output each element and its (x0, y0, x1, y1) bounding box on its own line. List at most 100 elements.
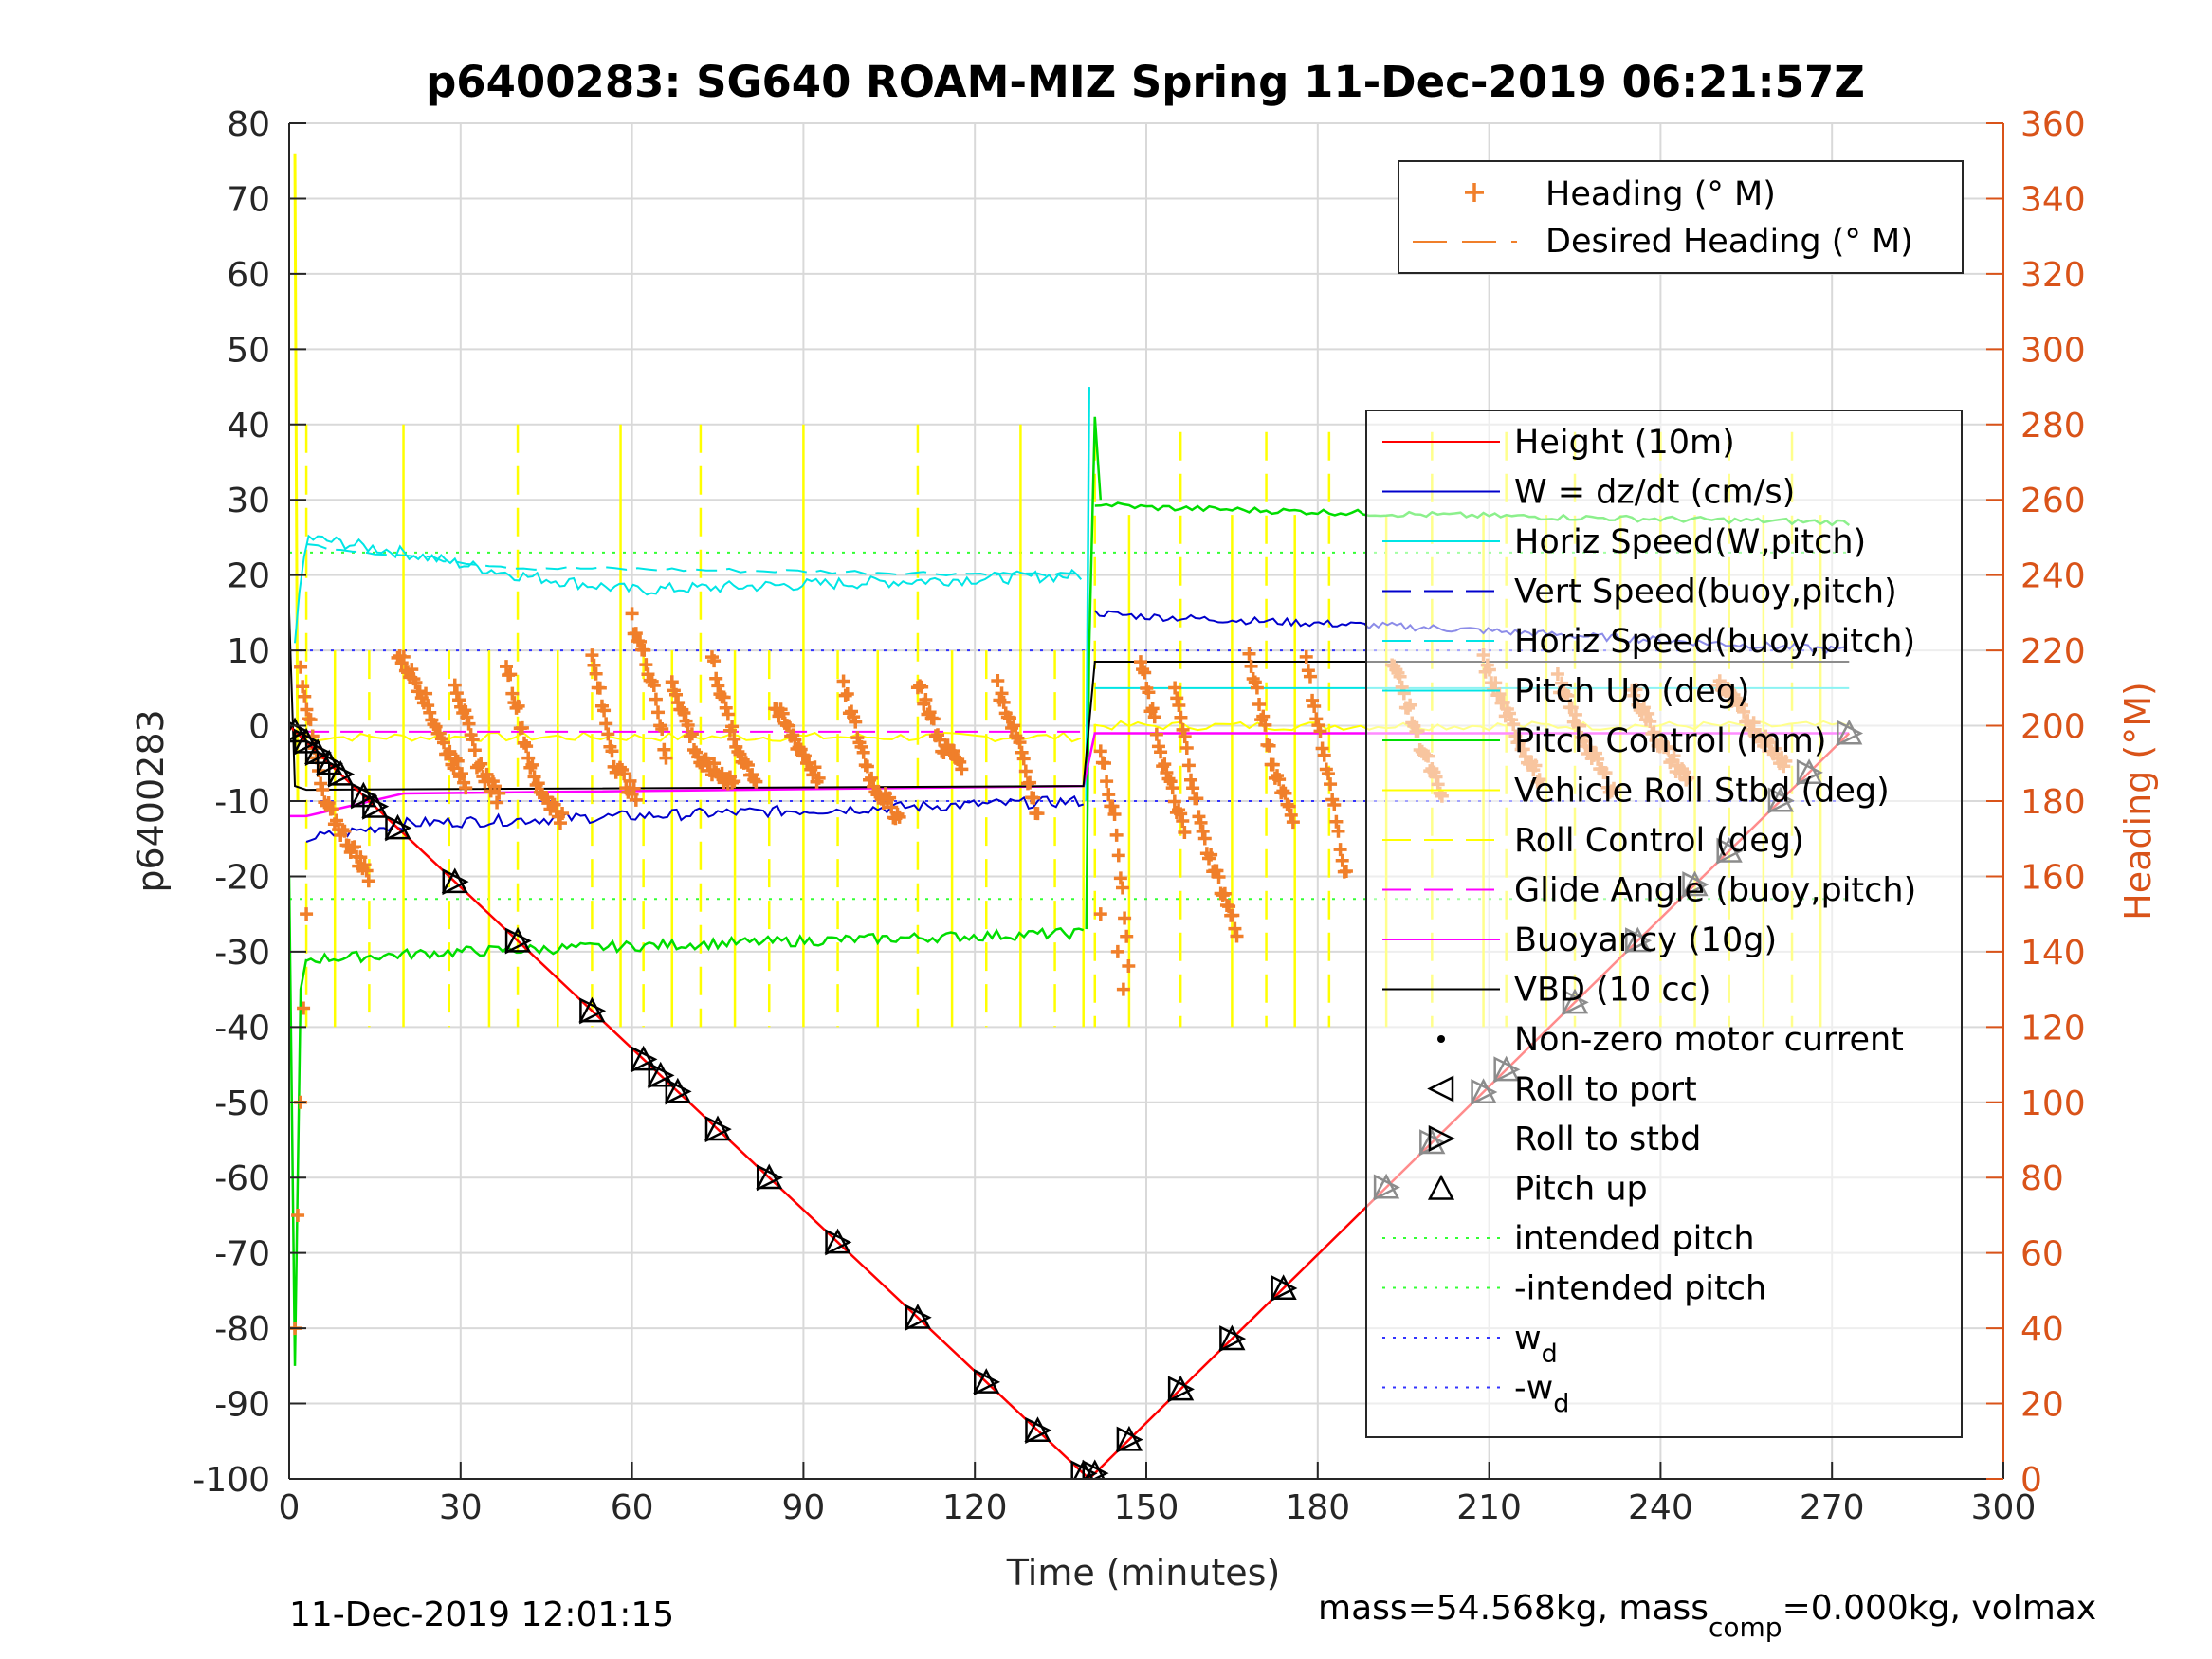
heading-mark-69 (459, 781, 473, 795)
heading-mark-321 (1107, 808, 1122, 822)
y2-tick-label-8: 200 (2020, 708, 2086, 747)
heading-mark-169 (677, 705, 691, 720)
heading-mark-359 (1181, 758, 1196, 773)
pitch-up-marker-18 (973, 1368, 1000, 1394)
y2-tick-label-2: 320 (2020, 256, 2086, 295)
heading-mark-424 (1333, 843, 1347, 857)
heading-mark-293 (991, 673, 1005, 687)
legend-label-7: Vehicle Roll Stbd (deg) (1514, 773, 1890, 811)
heading-mark-67 (455, 767, 469, 781)
heading-mark-341 (1158, 757, 1172, 772)
heading-mark-117 (547, 797, 561, 811)
heading-mark-411 (1307, 700, 1322, 714)
y2-tick-label-9: 180 (2020, 783, 2086, 822)
heading-mark-288 (946, 744, 960, 758)
roll-marker-9 (504, 927, 532, 955)
horiz-speed-series (294, 534, 1083, 644)
heading-mark-83 (474, 757, 488, 771)
heading-mark-350 (1176, 813, 1190, 828)
heading-mark-101 (515, 720, 529, 735)
heading-mark-401 (1276, 784, 1290, 798)
legend-label-15: Pitch up (1514, 1171, 1648, 1209)
y2-tick-label-0: 360 (2020, 105, 2086, 144)
heading-mark-391 (1256, 709, 1271, 723)
heading-mark-209 (733, 747, 747, 761)
legend-top-box (1398, 160, 1964, 274)
heading-mark-16 (325, 802, 339, 816)
legend-label-3: Vert Speed(buoy,pitch) (1514, 574, 1897, 611)
heading-mark-213 (740, 757, 755, 772)
heading-mark-141 (623, 774, 637, 788)
heading-mark-206 (727, 732, 741, 746)
heading-mark-228 (788, 733, 802, 747)
pitch-up-marker-11 (630, 1045, 657, 1071)
heading-mark-63 (447, 761, 461, 775)
heading-mark-205 (725, 720, 740, 734)
heading-mark-409 (1303, 669, 1317, 684)
legend-label-4: Horiz Speed(buoy,pitch) (1514, 623, 1915, 661)
heading-mark-291 (953, 755, 967, 769)
x-tick-label-8: 240 (1628, 1488, 1693, 1527)
y-tick-label-4: 40 (227, 407, 270, 446)
heading-mark-381 (1226, 908, 1240, 922)
legend-label-5: Pitch Up (deg) (1514, 673, 1750, 711)
pitch-up-marker-22 (1115, 1425, 1143, 1451)
heading-mark-44 (409, 676, 423, 690)
heading-mark-333 (1142, 685, 1156, 700)
heading-mark-316 (1098, 756, 1112, 770)
heading-mark-143 (627, 781, 641, 795)
heading-mark-106 (525, 757, 539, 772)
heading-mark-306 (1016, 752, 1031, 766)
heading-mark-377 (1217, 886, 1232, 901)
y2-tick-label-18: 0 (2020, 1461, 2042, 1500)
heading-mark-272 (915, 680, 929, 694)
heading-mark-358 (1179, 740, 1194, 755)
legend-label-11: VBD (10 cc) (1514, 972, 1711, 1010)
heading-mark-414 (1313, 724, 1327, 738)
heading-mark-304 (1013, 736, 1027, 750)
roll-marker-18 (974, 1368, 1001, 1395)
heading-mark-27 (348, 840, 362, 854)
y-tick-label-18: -100 (192, 1461, 270, 1500)
heading-mark-126 (593, 681, 607, 695)
heading-mark-422 (1329, 814, 1344, 829)
pitch-up-marker-19 (1024, 1416, 1051, 1442)
heading-mark-290 (951, 753, 965, 767)
y2-tick-label-7: 220 (2020, 632, 2086, 671)
heading-mark-122 (585, 648, 599, 663)
heading-mark-356 (1176, 722, 1190, 737)
y2-tick-label-15: 60 (2020, 1235, 2064, 1274)
heading-mark-129 (599, 717, 613, 731)
roll-marker-19 (1025, 1416, 1052, 1444)
heading-mark-196 (707, 654, 722, 668)
y-axis-left: 80 70 60 50 40 30 20 10 0 -10 -20 -30 -40 -50 -60 -70 -8… (192, 105, 306, 1500)
pitch-up-marker-16 (824, 1228, 851, 1254)
legend-label-6: Pitch Control (mm) (1514, 722, 1826, 760)
heading-mark-265 (885, 800, 899, 814)
legend-label-17: -intended pitch (1514, 1270, 1766, 1308)
heading-mark-79 (466, 733, 480, 747)
heading-mark-320 (1106, 799, 1120, 813)
y-tick-label-15: -70 (214, 1235, 270, 1274)
heading-mark-423 (1331, 824, 1345, 838)
heading-mark-311 (1027, 791, 1041, 805)
heading-mark-581 (1093, 907, 1107, 921)
heading-mark-344 (1163, 775, 1178, 789)
heading-mark-583 (1116, 982, 1130, 996)
heading-mark-419 (1324, 777, 1338, 792)
heading-mark-30 (354, 850, 368, 865)
heading-mark-163 (665, 675, 679, 689)
heading-mark-318 (1102, 788, 1116, 802)
heading-mark-247 (849, 715, 863, 729)
heading-mark-322 (1109, 828, 1124, 842)
legend-swatch-15 (1427, 1174, 1455, 1200)
heading-mark-296 (996, 695, 1011, 709)
footer-mass-suffix: =0.000kg, volmax (1782, 1589, 2097, 1628)
roll-marker-17 (905, 1304, 932, 1331)
heading-mark-351 (1178, 825, 1192, 839)
heading-mark-399 (1272, 773, 1287, 787)
x-tick-label-5: 150 (1114, 1488, 1179, 1527)
heading-mark-357 (1178, 730, 1192, 744)
pitch-control-flip (1085, 416, 1103, 930)
heading-mark-120 (553, 816, 567, 830)
